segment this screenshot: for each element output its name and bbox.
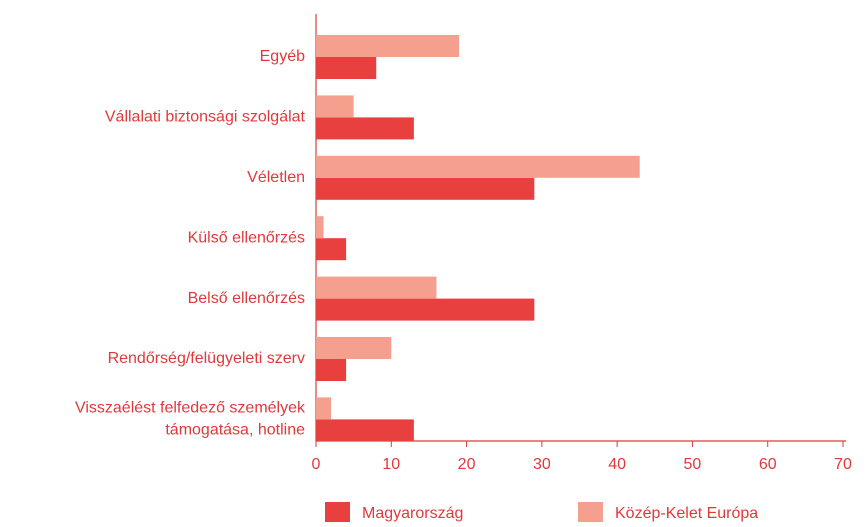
y-tick-label: Belső ellenőrzés — [188, 290, 305, 307]
x-tick-label: 60 — [759, 456, 777, 473]
bar — [316, 298, 535, 321]
legend-label: Közép-Kelet Európa — [615, 505, 758, 522]
y-tick-label: Véletlen — [247, 169, 305, 186]
bar — [316, 155, 640, 178]
bar — [316, 359, 347, 381]
bar — [316, 35, 460, 57]
x-tick-label: 10 — [382, 456, 400, 473]
legend-label: Magyarország — [362, 505, 463, 522]
y-tick-label: Visszaélést felfedező személyek támogatás… — [75, 400, 306, 439]
y-tick-label: Rendőrség/felügyeleti szerv — [108, 350, 305, 367]
bar — [316, 177, 535, 200]
legend-swatch — [325, 502, 350, 527]
y-tick-label: Egyéb — [260, 48, 305, 65]
y-tick-label: Külső ellenőrzés — [188, 229, 305, 246]
bar — [316, 337, 392, 359]
legend-swatch — [578, 502, 603, 527]
x-tick-label: 40 — [608, 456, 626, 473]
bar — [316, 216, 324, 239]
bar — [316, 276, 437, 299]
x-tick-label: 20 — [458, 456, 476, 473]
y-tick-label: Vállalati biztonsági szolgálat — [105, 109, 306, 126]
x-tick-label: 0 — [312, 456, 321, 473]
x-tick-label: 50 — [684, 456, 702, 473]
bar — [316, 238, 347, 261]
x-tick-label: 70 — [834, 456, 852, 473]
bar — [316, 117, 414, 140]
bar — [316, 95, 354, 118]
bar — [316, 419, 414, 442]
bar — [316, 397, 332, 420]
x-tick-label: 30 — [533, 456, 551, 473]
bar — [316, 57, 377, 79]
